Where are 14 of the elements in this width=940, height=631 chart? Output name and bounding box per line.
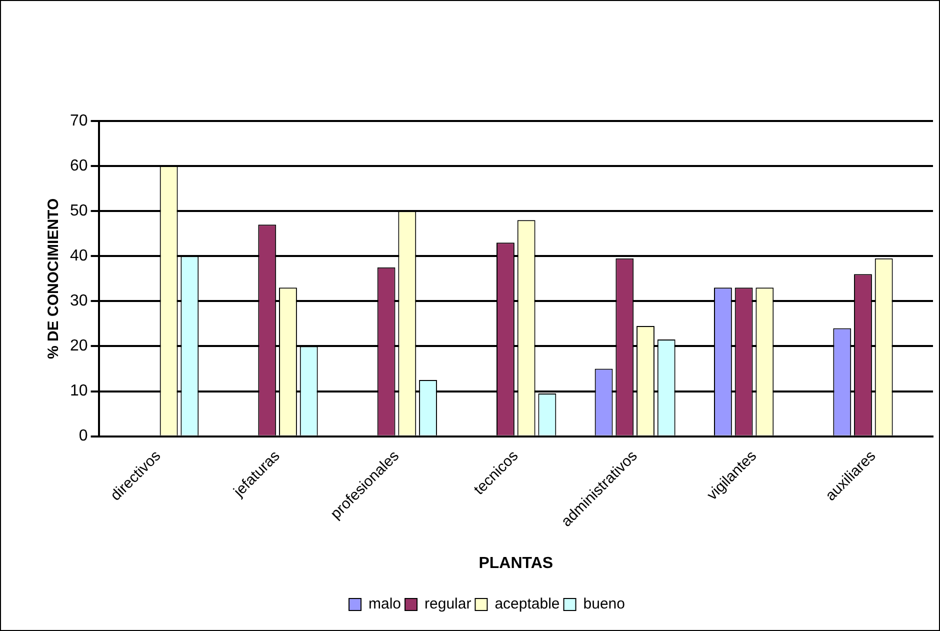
y-tick-label: 50 <box>70 202 88 220</box>
y-tick-label: 60 <box>70 157 88 174</box>
legend-label: bueno <box>583 596 625 613</box>
x-axis-title: PLANTAS <box>478 554 554 572</box>
y-tick-label: 0 <box>78 428 88 445</box>
y-tick-label: 70 <box>70 112 88 130</box>
y-tick-label: 20 <box>70 338 88 355</box>
y-tick-label: 40 <box>70 248 88 265</box>
legend-label: regular <box>424 596 472 613</box>
legend-label: malo <box>368 596 402 613</box>
y-tick-label: 10 <box>70 382 88 400</box>
y-axis-title: % DE CONOCIMIENTO <box>45 198 62 359</box>
legend-label: aceptable <box>494 596 560 613</box>
y-tick-label: 30 <box>70 292 88 310</box>
